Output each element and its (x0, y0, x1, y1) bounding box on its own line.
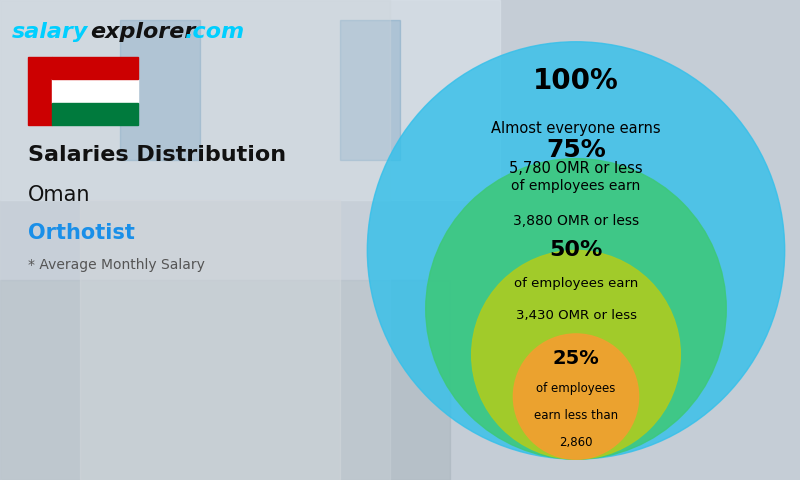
Text: Almost everyone earns: Almost everyone earns (491, 121, 661, 136)
Text: 75%: 75% (546, 138, 606, 162)
Text: of employees earn: of employees earn (514, 277, 638, 290)
Text: Salaries Distribution: Salaries Distribution (28, 145, 286, 165)
Bar (340, 20, 400, 160)
Text: 5,780 OMR or less: 5,780 OMR or less (509, 161, 643, 176)
Bar (0, 0, 500, 200)
Bar (80, 200, 340, 480)
Text: .com: .com (185, 22, 245, 42)
Text: salary: salary (12, 22, 88, 42)
Text: * Average Monthly Salary: * Average Monthly Salary (28, 258, 205, 272)
Text: earn less than: earn less than (534, 409, 618, 422)
Text: of employees: of employees (536, 382, 616, 395)
Text: Orthotist: Orthotist (28, 223, 135, 243)
Bar (120, 20, 200, 160)
Text: 50%: 50% (550, 240, 602, 261)
Circle shape (472, 251, 680, 459)
Text: explorer: explorer (90, 22, 195, 42)
Text: 3,880 OMR or less: 3,880 OMR or less (513, 214, 639, 228)
Bar (0, 280, 450, 480)
Bar (52, 57, 138, 79)
Text: 2,860: 2,860 (559, 436, 593, 449)
Bar (0, 0, 390, 480)
Circle shape (367, 42, 785, 459)
Circle shape (514, 334, 638, 459)
Text: 100%: 100% (533, 67, 619, 95)
Circle shape (426, 158, 726, 459)
Text: 3,430 OMR or less: 3,430 OMR or less (515, 309, 637, 322)
Bar (52, 79, 138, 103)
Text: Oman: Oman (28, 185, 90, 205)
Bar (52, 103, 138, 125)
Text: 25%: 25% (553, 349, 599, 369)
Text: of employees earn: of employees earn (511, 179, 641, 193)
Bar (28, 57, 52, 125)
